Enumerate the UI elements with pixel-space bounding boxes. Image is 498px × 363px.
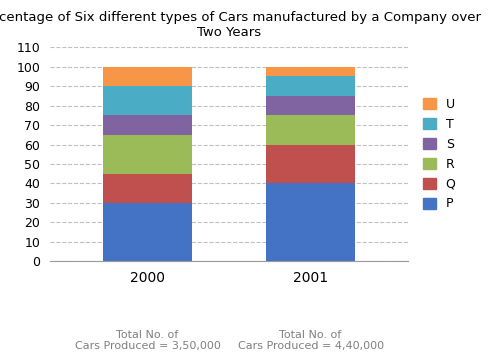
Bar (103, 135, 192, 174)
Bar (103, 115, 192, 135)
Bar (266, 144, 356, 183)
Bar (103, 86, 192, 115)
Bar (266, 183, 356, 261)
Text: Total No. of
Cars Produced = 3,50,000: Total No. of Cars Produced = 3,50,000 (75, 330, 221, 351)
Bar (266, 76, 356, 96)
Bar (266, 96, 356, 115)
Legend: U, T, S, R, Q, P: U, T, S, R, Q, P (418, 93, 461, 216)
Bar (103, 174, 192, 203)
Title: Percentage of Six different types of Cars manufactured by a Company over
Two Yea: Percentage of Six different types of Car… (0, 11, 481, 39)
Bar (266, 67, 356, 76)
Bar (266, 115, 356, 144)
Bar (103, 67, 192, 86)
Text: Total No. of
Cars Produced = 4,40,000: Total No. of Cars Produced = 4,40,000 (238, 330, 383, 351)
Bar (103, 203, 192, 261)
